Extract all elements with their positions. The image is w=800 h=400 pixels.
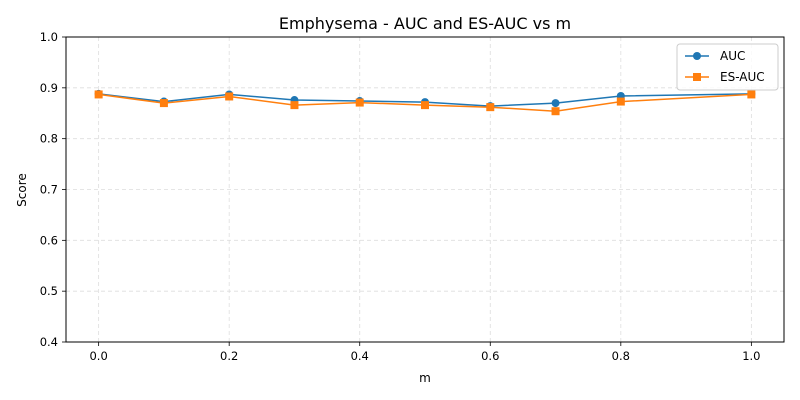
x-tick-label: 0.0 — [89, 349, 107, 363]
x-axis-ticks: 0.0 0.2 0.4 0.6 0.8 1.0 — [89, 342, 761, 363]
y-axis-ticks: 0.4 0.5 0.6 0.7 0.8 0.9 1.0 — [40, 30, 66, 349]
es-auc-point — [421, 101, 429, 110]
legend-es-auc-marker — [693, 73, 701, 81]
y-tick-label: 0.5 — [40, 284, 58, 298]
chart-title: Emphysema - AUC and ES-AUC vs m — [279, 14, 571, 33]
legend-es-auc-label: ES-AUC — [720, 70, 765, 84]
legend-auc-label: AUC — [720, 49, 745, 63]
auc-point — [551, 99, 560, 108]
x-tick-label: 0.4 — [351, 349, 369, 363]
x-tick-label: 0.8 — [612, 349, 630, 363]
es-auc-point — [486, 103, 495, 112]
legend-auc-marker — [693, 52, 701, 60]
x-tick-label: 1.0 — [742, 349, 760, 363]
y-tick-label: 0.4 — [40, 335, 58, 349]
es-auc-point — [159, 99, 168, 108]
y-tick-label: 0.7 — [40, 183, 58, 197]
auc-line — [98, 93, 752, 107]
y-tick-label: 1.0 — [40, 30, 58, 44]
y-tick-label: 0.8 — [40, 132, 58, 146]
series-es-auc — [94, 90, 756, 116]
series-layer — [94, 89, 756, 116]
es-auc-point — [616, 97, 625, 106]
x-tick-label: 0.2 — [220, 349, 238, 363]
es-auc-line — [98, 93, 752, 112]
y-tick-label: 0.6 — [40, 233, 58, 247]
es-auc-point — [747, 90, 756, 99]
es-auc-point — [355, 98, 364, 107]
es-auc-point — [94, 90, 103, 99]
es-auc-point — [290, 101, 299, 110]
y-axis-label: Score — [15, 173, 29, 207]
es-auc-point — [551, 107, 560, 116]
legend: AUC ES-AUC — [676, 43, 779, 91]
es-auc-point — [225, 92, 234, 101]
y-tick-label: 0.9 — [40, 81, 58, 95]
x-axis-label: m — [419, 371, 431, 385]
x-tick-label: 0.6 — [481, 349, 499, 363]
